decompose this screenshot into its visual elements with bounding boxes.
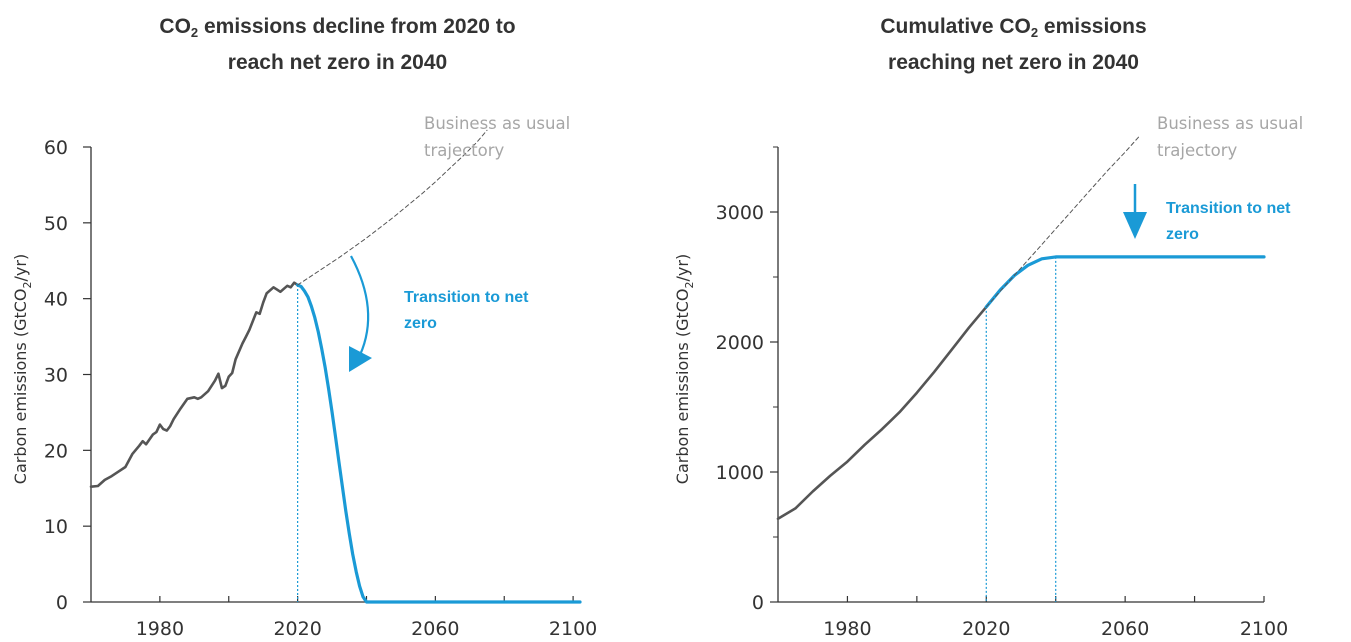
right-chart-title: Cumulative CO2 emissions reaching net ze…: [880, 15, 1147, 74]
left-chart-annotation-arrowhead: [349, 346, 372, 372]
left-chart-bau-label-line2: trajectory: [424, 141, 505, 160]
left-chart-y-tick-label: 0: [56, 592, 68, 614]
left-chart-annotation-arrow-curve: [350, 255, 370, 356]
right-chart-plot: 0 1000 2000 3000 1980 2020 2060 2100 Business a…: [673, 114, 1303, 640]
left-chart-series: [89, 129, 582, 604]
left-chart-y-tick-label: 20: [44, 440, 68, 462]
right-chart-x-tick-label: 2020: [962, 618, 1010, 640]
left-chart-annotation-line2: zero: [404, 315, 437, 332]
right-chart-annotation-line1: Transition to net: [1166, 200, 1291, 217]
left-chart-y-tick-label: 60: [44, 137, 68, 159]
left-chart-x-tick-label: 2020: [273, 618, 321, 640]
left-chart-y-tick-label: 30: [44, 365, 68, 387]
left-chart-historical-line: [89, 281, 299, 489]
left-chart-pathway-line: [296, 283, 582, 604]
left-chart-bau-label-line1: Business as usual: [424, 114, 570, 133]
right-chart-x-tick-label: 2100: [1240, 618, 1288, 640]
right-chart-ticks: 0 1000 2000 3000 1980 2020 2060 2100: [716, 146, 1288, 640]
right-chart-pathway-line: [984, 255, 1266, 309]
left-chart-labels: Business as usual trajectory Transition …: [11, 114, 570, 484]
left-chart-y-tick-label: 40: [44, 289, 68, 311]
left-chart-annotation-line1: Transition to net: [404, 289, 529, 306]
left-chart-x-tick-label: 1980: [136, 618, 184, 640]
right-chart-annotation-line2: zero: [1166, 226, 1199, 243]
left-chart-y-axis-title: Carbon emissions (GtCO2/yr): [11, 254, 34, 484]
right-chart-y-tick-label: 3000: [716, 202, 764, 224]
right-chart-x-tick-label: 2060: [1101, 618, 1149, 640]
right-chart-bau-label-line1: Business as usual: [1157, 114, 1303, 133]
right-chart-x-tick-label: 1980: [823, 618, 871, 640]
left-chart-panel: CO2 emissions decline from 2020 to reach…: [0, 0, 675, 642]
right-chart-series: [776, 136, 1266, 521]
left-chart-title: CO2 emissions decline from 2020 to reach…: [159, 15, 516, 74]
right-chart-reference-lines: [985, 256, 1057, 602]
left-chart-x-tick-label: 2060: [411, 618, 459, 640]
left-chart-plot: 0 10 20 30 40 50 60 1980 2020 2060 2100 Business a…: [11, 114, 597, 640]
right-chart-annotation-arrowhead: [1123, 212, 1147, 239]
right-chart-panel: Cumulative CO2 emissions reaching net ze…: [673, 0, 1351, 642]
right-chart-historical-line: [776, 305, 988, 521]
right-chart-y-tick-label: 0: [752, 592, 764, 614]
right-chart-bau-line: [985, 136, 1140, 308]
left-chart-axes: [90, 147, 580, 603]
right-chart-labels: Business as usual trajectory Transition …: [673, 114, 1303, 484]
right-chart-y-tick-label: 2000: [716, 332, 764, 354]
right-chart-bau-label-line2: trajectory: [1157, 141, 1238, 160]
left-chart-y-tick-label: 50: [44, 213, 68, 235]
left-chart-x-tick-label: 2100: [549, 618, 597, 640]
right-chart-y-axis-title: Carbon emissions (GtCO2/yr): [673, 254, 696, 484]
left-chart-bau-line: [297, 129, 488, 286]
right-chart-axes: [777, 147, 1264, 603]
left-chart-y-tick-label: 10: [44, 516, 68, 538]
right-chart-y-tick-label: 1000: [716, 462, 764, 484]
left-chart-ticks: 0 10 20 30 40 50 60 1980 2020 2060 2100: [44, 137, 597, 640]
